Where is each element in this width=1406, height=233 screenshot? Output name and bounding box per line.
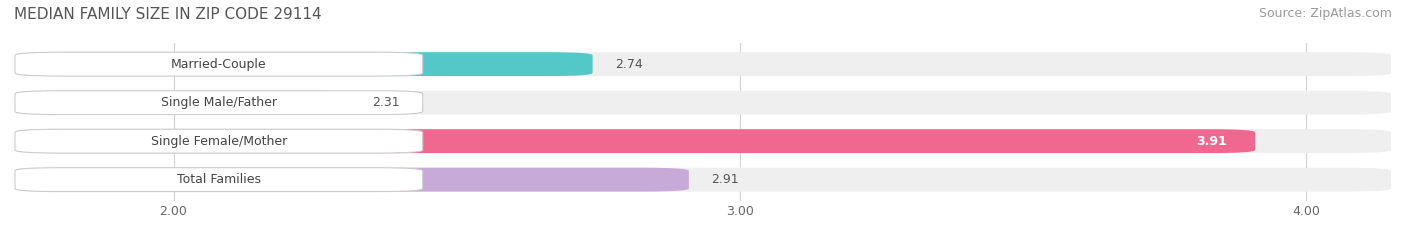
FancyBboxPatch shape bbox=[15, 52, 592, 76]
FancyBboxPatch shape bbox=[15, 168, 423, 192]
FancyBboxPatch shape bbox=[15, 52, 423, 76]
FancyBboxPatch shape bbox=[15, 129, 1391, 153]
Text: 2.74: 2.74 bbox=[616, 58, 643, 71]
Text: MEDIAN FAMILY SIZE IN ZIP CODE 29114: MEDIAN FAMILY SIZE IN ZIP CODE 29114 bbox=[14, 7, 322, 22]
FancyBboxPatch shape bbox=[15, 52, 1391, 76]
Text: Single Male/Father: Single Male/Father bbox=[160, 96, 277, 109]
FancyBboxPatch shape bbox=[15, 91, 1391, 115]
Text: 2.91: 2.91 bbox=[711, 173, 740, 186]
FancyBboxPatch shape bbox=[15, 168, 689, 192]
Text: Total Families: Total Families bbox=[177, 173, 262, 186]
FancyBboxPatch shape bbox=[15, 91, 423, 115]
FancyBboxPatch shape bbox=[15, 129, 423, 153]
FancyBboxPatch shape bbox=[15, 168, 1391, 192]
Text: Source: ZipAtlas.com: Source: ZipAtlas.com bbox=[1258, 7, 1392, 20]
Text: 3.91: 3.91 bbox=[1197, 135, 1227, 148]
Text: 2.31: 2.31 bbox=[371, 96, 399, 109]
FancyBboxPatch shape bbox=[15, 129, 1256, 153]
Text: Single Female/Mother: Single Female/Mother bbox=[150, 135, 287, 148]
FancyBboxPatch shape bbox=[15, 91, 349, 115]
Text: Married-Couple: Married-Couple bbox=[172, 58, 267, 71]
